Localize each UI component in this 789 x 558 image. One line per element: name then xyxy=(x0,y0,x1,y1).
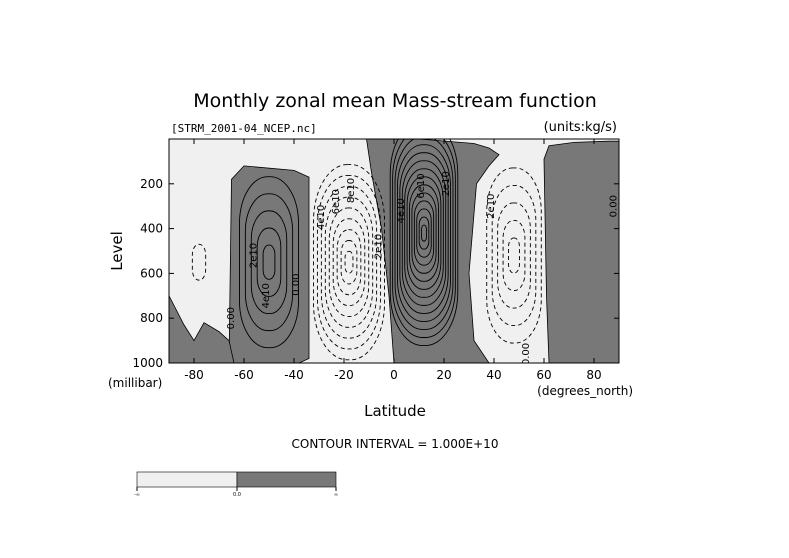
x-tick-label: 40 xyxy=(486,368,501,382)
northern-negative-cell-contour xyxy=(491,184,537,326)
hadley-positive-cell-contour xyxy=(411,192,437,274)
hadley-positive-cell-contour xyxy=(401,160,447,306)
contour-label: 8e10 xyxy=(346,178,357,203)
contour-label: 0.00 xyxy=(609,195,620,217)
colorbar: -∞ 0.0 ∞ xyxy=(134,471,338,498)
southern-negative-cell-contour xyxy=(324,196,374,328)
contour-label: 0.00 xyxy=(521,343,532,365)
chart-title: Monthly zonal mean Mass-stream function xyxy=(193,90,597,112)
contour-label: 4e10 xyxy=(316,205,327,230)
x-tick-label: 80 xyxy=(586,368,601,382)
hadley-positive-cell-contour xyxy=(389,139,459,346)
y-tick-label: 200 xyxy=(140,177,163,191)
x-tick-label: -40 xyxy=(284,368,304,382)
northern-negative-cell-contour xyxy=(502,220,526,291)
hadley-positive-cell-contour xyxy=(413,200,435,266)
colorbar-label-mid: 0.0 xyxy=(233,492,241,498)
hadley-positive-cell-contour xyxy=(396,144,452,322)
southern-positive-cell-contour xyxy=(262,244,276,280)
x-axis-units: (degrees_north) xyxy=(537,384,633,398)
y-tick-label: 400 xyxy=(140,222,163,236)
contour-label: 4e10 xyxy=(396,198,407,223)
contour-label: 2e10 xyxy=(248,243,259,268)
x-tick-label: 0 xyxy=(390,368,398,382)
colorbar-label-left: -∞ xyxy=(134,492,140,498)
x-tick-label: -20 xyxy=(334,368,354,382)
y-tick-label: 800 xyxy=(140,311,163,325)
hadley-positive-cell-contour xyxy=(416,208,432,258)
contour-label: 2e10 xyxy=(374,234,385,259)
colorbar-label-right: ∞ xyxy=(334,492,338,498)
polar-weak-negative-contour xyxy=(191,243,207,281)
shade-northern-edge xyxy=(543,140,619,363)
plot-area: 2e10 4e10 0.00 0.00 4e10 6e10 8e10 2e10 4e10 6e10… xyxy=(168,138,620,365)
file-label: [STRM_2001-04_NCEP.nc] xyxy=(171,122,317,135)
southern-negative-cell-contour xyxy=(313,164,385,361)
hadley-positive-cell-contour xyxy=(404,168,444,298)
colorbar-negative-swatch xyxy=(136,471,238,488)
y-axis-label: Level xyxy=(108,231,126,271)
southern-negative-cell-contour xyxy=(332,218,366,307)
contour-interval-text: CONTOUR INTERVAL = 1.000E+10 xyxy=(292,437,499,451)
hadley-positive-cell-contour xyxy=(392,139,456,338)
shade-southern-positive xyxy=(228,165,310,363)
hadley-positive-cell-contour xyxy=(406,176,442,290)
southern-negative-cell-contour xyxy=(316,174,382,350)
southern-positive-cell-contour xyxy=(239,176,299,349)
x-axis-label: Latitude xyxy=(364,402,426,420)
hadley-positive-cell-contour xyxy=(394,139,454,330)
hadley-positive-cell-contour xyxy=(399,152,449,314)
y-tick-label: 600 xyxy=(140,266,163,280)
hadley-positive-cell-contour xyxy=(421,224,427,242)
northern-negative-cell-contour xyxy=(497,202,531,309)
southern-negative-cell-contour xyxy=(320,185,378,339)
colorbar-positive-swatch xyxy=(236,471,337,488)
y-axis-units: (millibar) xyxy=(108,376,162,390)
southern-negative-cell-contour xyxy=(340,240,358,285)
units-label: (units:kg/s) xyxy=(544,120,617,135)
contour-labels-layer: 2e10 4e10 0.00 0.00 4e10 6e10 8e10 2e10 4e10 6e10… xyxy=(226,171,620,365)
y-axis-ticks: 200 400 600 800 1000 xyxy=(132,177,619,370)
x-tick-label: -80 xyxy=(184,368,204,382)
contour-label: 6e10 xyxy=(416,173,427,198)
contour-label: 0.00 xyxy=(226,307,237,329)
southern-positive-cell-contour xyxy=(256,227,282,297)
southern-negative-cell-contour xyxy=(344,250,354,274)
southern-positive-cell-contour xyxy=(244,193,294,332)
y-tick-label: 1000 xyxy=(132,356,163,370)
northern-negative-cell-contour xyxy=(508,237,520,274)
shade-polar-south xyxy=(169,295,235,363)
x-tick-label: 20 xyxy=(436,368,451,382)
x-axis-ticks: -80 -60 -40 -20 0 20 40 60 80 xyxy=(184,139,602,382)
contour-label: 2e10 xyxy=(486,194,497,219)
southern-negative-cell-contour xyxy=(328,207,370,317)
southern-positive-cell-contour xyxy=(250,210,288,314)
hadley-positive-cell-contour xyxy=(418,216,430,250)
southern-negative-cell-contour xyxy=(336,229,362,296)
northern-negative-cell-contour xyxy=(486,167,542,344)
contour-label: 4e10 xyxy=(261,283,272,308)
contour-label: 2e10 xyxy=(441,171,452,196)
contour-label: 6e10 xyxy=(331,189,342,214)
contour-label: 0.00 xyxy=(291,273,302,295)
contour-lines-layer xyxy=(191,139,542,361)
x-tick-label: 60 xyxy=(536,368,551,382)
hadley-positive-cell-contour xyxy=(409,184,439,282)
x-tick-label: -60 xyxy=(234,368,254,382)
